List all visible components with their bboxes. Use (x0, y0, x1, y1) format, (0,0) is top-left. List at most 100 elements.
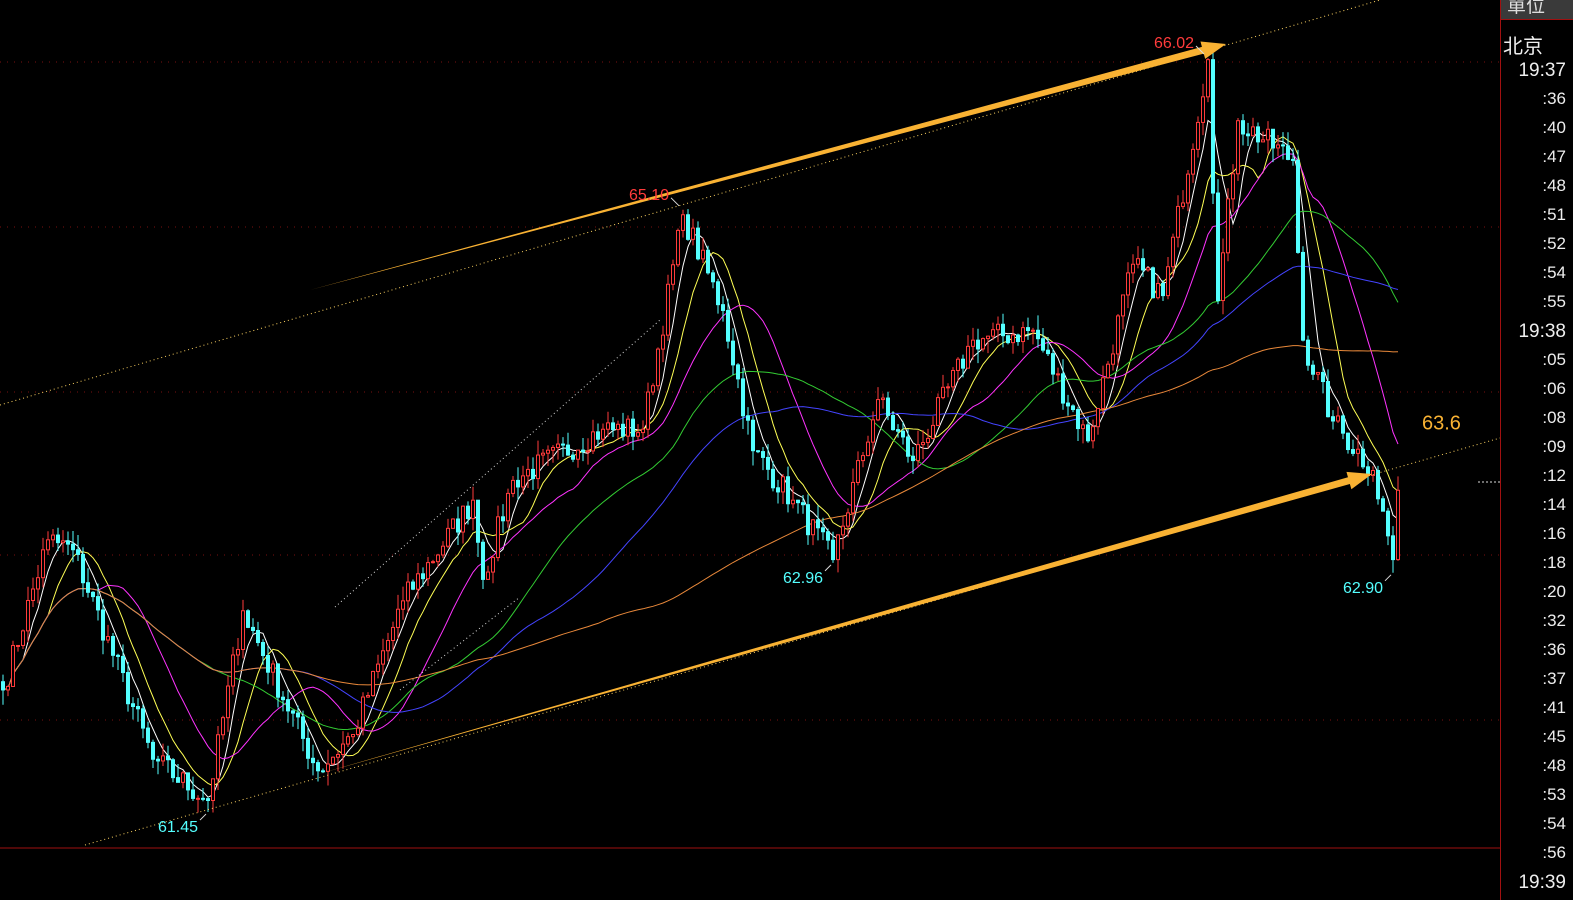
time-tick: :09 (1542, 437, 1566, 456)
candle-up (811, 519, 815, 536)
candle-down (516, 479, 520, 488)
time-tick: 19:37 (1518, 60, 1566, 81)
candle-down (1016, 334, 1020, 343)
candle-down (751, 419, 755, 452)
candle-up (921, 442, 925, 446)
candle-up (701, 249, 705, 260)
candle-down (826, 531, 830, 541)
candle-up (36, 577, 40, 590)
time-axis: 單位 北京 19:37:36:40:47:48:51:52:54:55 19:38… (1500, 0, 1573, 900)
candle-up (871, 419, 875, 443)
candle-down (501, 516, 505, 522)
candle-down (121, 655, 125, 674)
candle-down (1326, 381, 1330, 418)
candle-up (216, 734, 220, 780)
candle-down (1076, 409, 1080, 430)
candle-up (646, 391, 650, 430)
unit-label: 單位 (1501, 0, 1573, 20)
time-tick: :14 (1542, 495, 1566, 514)
time-tick: 19:39 (1518, 872, 1566, 893)
candle-up (436, 554, 440, 563)
candle-up (586, 450, 590, 453)
low-label: 62.96 (783, 570, 823, 587)
candle-up (1171, 236, 1175, 268)
candle-up (486, 571, 490, 580)
candle-down (171, 759, 175, 779)
candle-down (1216, 192, 1220, 302)
candle-down (716, 281, 720, 306)
ma-120-line (2, 345, 1399, 691)
candle-down (141, 708, 145, 729)
candle-up (881, 397, 885, 401)
candle-down (131, 703, 135, 708)
candle-down (1341, 415, 1345, 434)
candle-up (1396, 489, 1400, 561)
ma-60-line (2, 265, 1399, 713)
candle-up (6, 685, 10, 691)
candle-up (626, 418, 630, 437)
candle-up (676, 229, 680, 266)
candle-down (831, 539, 835, 561)
candle-down (796, 499, 800, 504)
time-tick: :08 (1542, 408, 1566, 427)
candle-up (376, 663, 380, 672)
time-tick: :48 (1542, 176, 1566, 195)
candle-down (1041, 338, 1045, 351)
candle-down (1141, 258, 1145, 271)
time-tick: :12 (1542, 466, 1566, 485)
candle-down (96, 596, 100, 611)
candle-up (16, 644, 20, 647)
candle-down (1036, 329, 1040, 340)
candle-up (966, 345, 970, 369)
candle-up (931, 424, 935, 439)
candle-up (231, 654, 235, 687)
time-tick: :32 (1542, 611, 1566, 630)
candle-down (301, 716, 305, 739)
candle-down (771, 468, 775, 489)
candle-up (1111, 353, 1115, 365)
candle-up (366, 695, 370, 698)
candle-up (651, 385, 655, 393)
low-label: 62.90 (1343, 580, 1383, 597)
candle-up (196, 797, 200, 800)
candle-down (696, 227, 700, 260)
candle-down (706, 249, 710, 274)
candle-down (316, 762, 320, 772)
candle-down (686, 214, 690, 240)
candle-down (186, 772, 190, 791)
candle-up (221, 717, 225, 736)
candle-up (21, 630, 25, 646)
candle-down (126, 672, 130, 705)
candle-up (426, 562, 430, 580)
candle-down (1246, 133, 1250, 137)
time-tick: :53 (1542, 785, 1566, 804)
candle-down (166, 755, 170, 761)
candle-up (1206, 59, 1210, 98)
candle-up (61, 540, 65, 544)
time-tick: :36 (1542, 89, 1566, 108)
candle-down (156, 758, 160, 762)
candle-down (56, 534, 60, 544)
time-tick: :20 (1542, 582, 1566, 601)
candle-up (641, 428, 645, 434)
candle-down (81, 553, 85, 584)
channel-line (334, 319, 661, 608)
candle-down (1066, 402, 1070, 407)
pointer-line (1384, 574, 1392, 582)
candle-down (266, 655, 270, 673)
candle-up (556, 443, 560, 448)
candle-down (311, 757, 315, 764)
candle-down (281, 696, 285, 701)
time-tick: :56 (1542, 843, 1566, 862)
candle-up (371, 670, 375, 697)
candle-up (106, 636, 110, 641)
candle-up (846, 512, 850, 527)
candle-up (1276, 144, 1280, 149)
candle-up (691, 227, 695, 240)
candle-down (976, 339, 980, 350)
candle-up (546, 449, 550, 454)
candle-up (1156, 282, 1160, 299)
candle-up (1126, 272, 1130, 296)
candle-up (981, 338, 985, 350)
candle-up (26, 599, 30, 632)
